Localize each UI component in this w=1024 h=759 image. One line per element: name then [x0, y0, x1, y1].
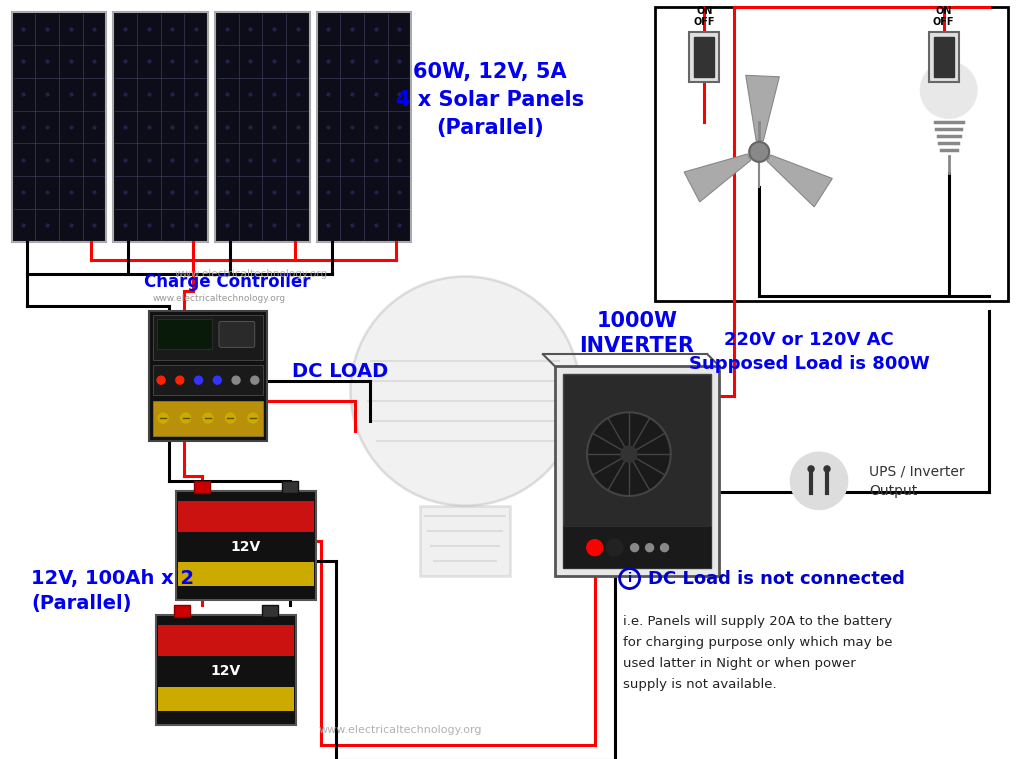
FancyBboxPatch shape [215, 12, 309, 241]
Circle shape [631, 543, 639, 552]
Text: www.electricaltechnology.org: www.electricaltechnology.org [318, 725, 482, 735]
FancyBboxPatch shape [154, 365, 263, 395]
Circle shape [587, 412, 671, 496]
Circle shape [750, 142, 769, 162]
FancyBboxPatch shape [178, 562, 313, 586]
Text: DC LOAD: DC LOAD [293, 362, 389, 381]
FancyBboxPatch shape [219, 321, 255, 348]
FancyBboxPatch shape [150, 311, 267, 441]
FancyBboxPatch shape [154, 316, 263, 361]
Text: 220V or 120V AC
Supposed Load is 800W: 220V or 120V AC Supposed Load is 800W [689, 332, 930, 373]
Text: 12V: 12V [230, 540, 261, 554]
Circle shape [213, 376, 221, 384]
FancyBboxPatch shape [563, 374, 712, 568]
Circle shape [645, 543, 653, 552]
Polygon shape [767, 155, 833, 207]
Circle shape [195, 376, 203, 384]
Circle shape [225, 413, 236, 423]
Text: 60W, 12V, 5A
4 x Solar Panels
(Parallel): 60W, 12V, 5A 4 x Solar Panels (Parallel) [396, 62, 584, 138]
Text: UPS / Inverter
Output: UPS / Inverter Output [869, 464, 965, 498]
Text: DC Load is not connected: DC Load is not connected [647, 569, 904, 587]
Circle shape [176, 376, 184, 384]
Text: www.electricaltechnology.org: www.electricaltechnology.org [154, 294, 287, 304]
FancyBboxPatch shape [178, 501, 313, 531]
FancyBboxPatch shape [555, 367, 719, 575]
FancyBboxPatch shape [194, 481, 210, 493]
Text: Charge Controller: Charge Controller [144, 273, 310, 291]
Text: www.electricaltechnology.org: www.electricaltechnology.org [174, 269, 328, 279]
Text: i: i [628, 572, 632, 585]
Polygon shape [684, 154, 751, 202]
Circle shape [606, 540, 623, 556]
Circle shape [621, 446, 637, 462]
FancyBboxPatch shape [929, 32, 958, 82]
Polygon shape [745, 75, 779, 140]
Circle shape [248, 413, 258, 423]
FancyBboxPatch shape [158, 662, 294, 682]
FancyBboxPatch shape [158, 625, 294, 656]
FancyBboxPatch shape [420, 505, 510, 575]
Text: 12V: 12V [211, 664, 241, 679]
FancyBboxPatch shape [157, 320, 212, 349]
Circle shape [158, 413, 168, 423]
FancyBboxPatch shape [156, 616, 296, 725]
FancyBboxPatch shape [689, 32, 719, 82]
Circle shape [921, 62, 977, 118]
Text: 12V, 100Ah x 2
(Parallel): 12V, 100Ah x 2 (Parallel) [32, 568, 195, 613]
FancyBboxPatch shape [694, 37, 715, 77]
FancyBboxPatch shape [158, 687, 294, 711]
FancyBboxPatch shape [178, 537, 313, 556]
Text: 1000W
INVERTER: 1000W INVERTER [580, 311, 694, 356]
Circle shape [251, 376, 259, 384]
Circle shape [587, 540, 603, 556]
Circle shape [203, 413, 213, 423]
FancyBboxPatch shape [563, 526, 712, 568]
Circle shape [792, 453, 847, 509]
Text: i.e. Panels will supply 20A to the battery
for charging purpose only which may b: i.e. Panels will supply 20A to the batte… [623, 616, 892, 691]
Circle shape [808, 466, 814, 472]
FancyBboxPatch shape [176, 491, 315, 600]
FancyBboxPatch shape [934, 37, 953, 77]
FancyBboxPatch shape [11, 12, 106, 241]
FancyBboxPatch shape [174, 606, 190, 617]
Circle shape [350, 276, 580, 505]
FancyBboxPatch shape [654, 8, 1009, 301]
Circle shape [824, 466, 830, 472]
Text: ON
OFF: ON OFF [693, 5, 715, 27]
FancyBboxPatch shape [114, 12, 208, 241]
Circle shape [232, 376, 240, 384]
FancyBboxPatch shape [316, 12, 412, 241]
FancyBboxPatch shape [262, 606, 278, 617]
Circle shape [180, 413, 190, 423]
Circle shape [660, 543, 669, 552]
FancyBboxPatch shape [154, 401, 263, 436]
Circle shape [157, 376, 165, 384]
Text: ON
OFF: ON OFF [933, 5, 954, 27]
FancyBboxPatch shape [282, 481, 298, 493]
